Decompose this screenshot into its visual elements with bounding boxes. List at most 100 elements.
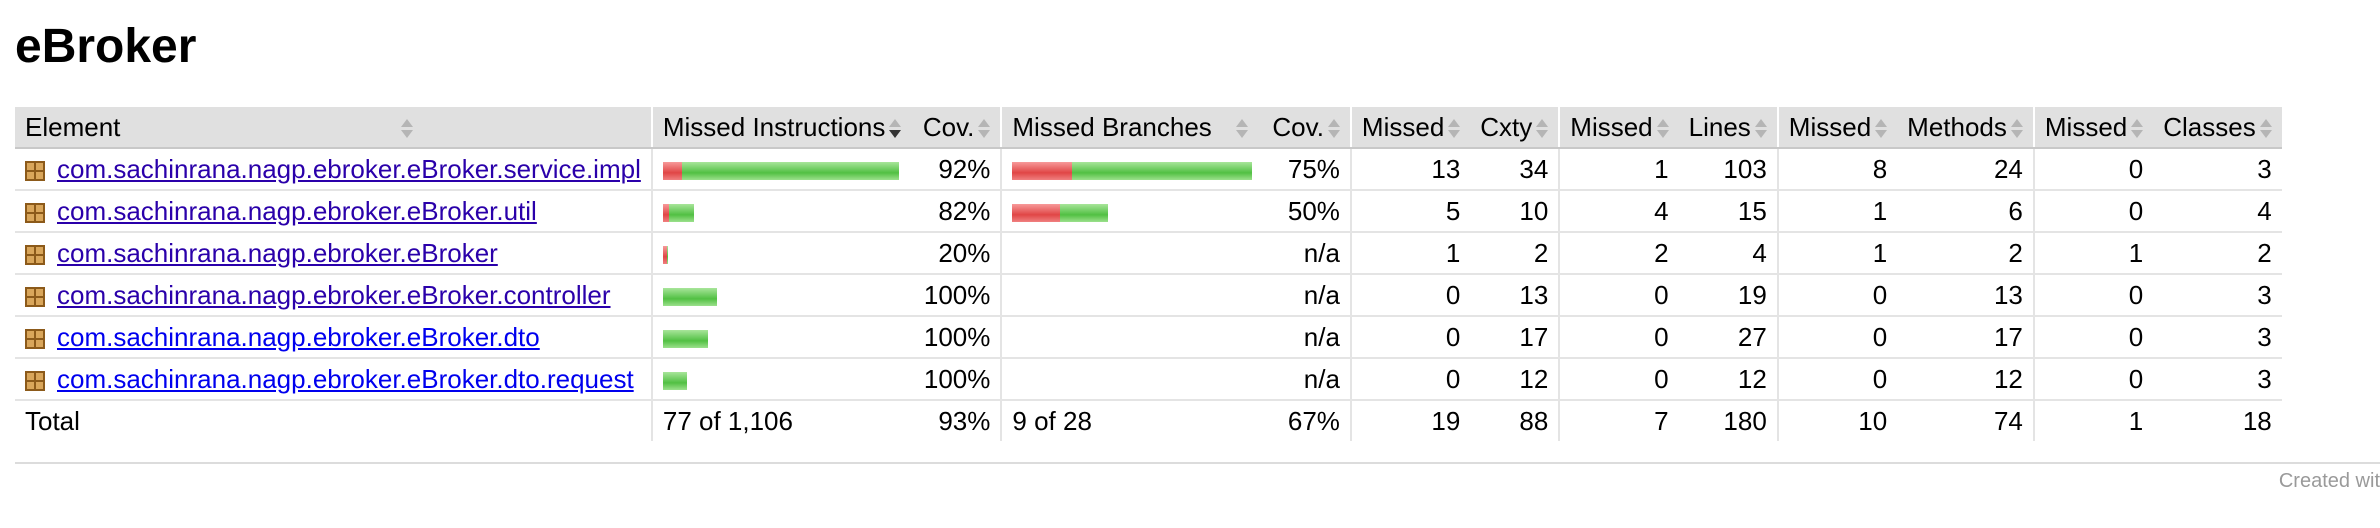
total-instructions: 77 of 1,106 (650, 399, 913, 441)
col-missed-methods-label: Missed (1788, 112, 1872, 142)
missed-branches (1000, 274, 1263, 317)
cxty: 2 (1470, 232, 1560, 275)
cov-branches: 50% (1262, 190, 1351, 233)
cxty: 10 (1470, 190, 1560, 233)
missed-branches (1000, 232, 1263, 275)
package-icon (25, 245, 45, 265)
missed-lines: 1 (1558, 148, 1679, 191)
missed-bar-segment (1012, 204, 1061, 223)
element-cell: com.sachinrana.nagp.ebroker.eBroker.dto (15, 316, 652, 359)
package-icon (25, 287, 45, 307)
missed-branches-bar (1012, 162, 1253, 181)
missed-classes: 0 (2032, 316, 2154, 359)
missed-classes: 0 (2032, 148, 2154, 191)
classes: 4 (2153, 190, 2282, 233)
methods: 24 (1897, 148, 2034, 191)
methods: 17 (1897, 316, 2034, 359)
col-missed-cxty[interactable]: Missed (1349, 107, 1471, 149)
col-element[interactable]: Element (15, 107, 652, 149)
missed-branches-bar (1012, 204, 1109, 223)
package-link[interactable]: com.sachinrana.nagp.ebroker.eBroker (57, 238, 498, 268)
sort-icon (1536, 119, 1549, 139)
col-classes[interactable]: Classes (2153, 107, 2282, 149)
table-row: com.sachinrana.nagp.ebroker.eBroker 20% n/… (15, 232, 2282, 275)
missed-methods: 1 (1776, 232, 1898, 275)
covered-bar-segment (662, 330, 708, 349)
cov-instructions: 20% (912, 232, 1002, 275)
col-missed-cxty-label: Missed (1361, 112, 1445, 142)
missed-methods: 8 (1776, 148, 1898, 191)
missed-methods: 0 (1776, 358, 1898, 401)
missed-branches (1000, 190, 1263, 233)
cov-branches: 75% (1262, 148, 1351, 191)
package-link[interactable]: com.sachinrana.nagp.ebroker.eBroker.dto.… (57, 364, 634, 394)
covered-bar-segment (1072, 162, 1253, 181)
package-link[interactable]: com.sachinrana.nagp.ebroker.eBroker.serv… (57, 154, 641, 184)
cov-instructions: 100% (912, 316, 1002, 359)
cxty: 17 (1470, 316, 1560, 359)
col-methods[interactable]: Methods (1897, 107, 2034, 149)
missed-instructions-bar (662, 246, 668, 265)
package-icon (25, 329, 45, 349)
sort-icon (401, 119, 413, 139)
missed-lines: 0 (1558, 274, 1679, 317)
missed-classes: 0 (2032, 190, 2154, 233)
total-lines: 180 (1678, 399, 1778, 441)
total-cxty: 88 (1470, 399, 1560, 441)
col-element-label: Element (25, 112, 121, 142)
sort-icon (1448, 119, 1461, 139)
sort-icon (1236, 119, 1249, 139)
total-missed-cxty: 19 (1349, 399, 1471, 441)
sort-desc-icon (889, 119, 902, 139)
classes: 3 (2153, 316, 2282, 359)
col-cxty[interactable]: Cxty (1470, 107, 1560, 149)
missed-branches (1000, 316, 1263, 359)
missed-cxty: 0 (1349, 316, 1471, 359)
cxty: 12 (1470, 358, 1560, 401)
footer-divider (15, 462, 2380, 464)
package-link[interactable]: com.sachinrana.nagp.ebroker.eBroker.cont… (57, 280, 611, 310)
missed-branches (1000, 148, 1263, 191)
col-cov-instructions[interactable]: Cov. (912, 107, 1002, 149)
col-cov-branches[interactable]: Cov. (1262, 107, 1351, 149)
col-missed-branches[interactable]: Missed Branches (1000, 107, 1263, 149)
methods: 12 (1897, 358, 2034, 401)
package-link[interactable]: com.sachinrana.nagp.ebroker.eBroker.util (57, 196, 537, 226)
sort-icon (1875, 119, 1888, 139)
table-row: com.sachinrana.nagp.ebroker.eBroker.util… (15, 190, 2282, 233)
missed-methods: 0 (1776, 316, 1898, 359)
created-with-text: Created wit (2278, 470, 2380, 492)
covered-bar-segment (1060, 204, 1109, 223)
element-cell: com.sachinrana.nagp.ebroker.eBroker.util (15, 190, 652, 233)
package-icon (25, 203, 45, 223)
total-missed-classes: 1 (2032, 399, 2154, 441)
col-missed-classes[interactable]: Missed (2032, 107, 2154, 149)
lines: 103 (1678, 148, 1778, 191)
total-row: Total 77 of 1,106 93% 9 of 28 67% 19 88 … (15, 399, 2282, 441)
element-cell: com.sachinrana.nagp.ebroker.eBroker.serv… (15, 148, 652, 191)
col-missed-methods[interactable]: Missed (1776, 107, 1898, 149)
missed-bar-segment (1012, 162, 1073, 181)
col-missed-branches-label: Missed Branches (1012, 112, 1212, 142)
covered-bar-segment (666, 246, 668, 265)
total-branches: 9 of 28 (1000, 399, 1263, 441)
col-lines[interactable]: Lines (1678, 107, 1778, 149)
missed-instructions-bar (662, 288, 717, 307)
cov-branches: n/a (1262, 358, 1351, 401)
col-missed-lines-label: Missed (1570, 112, 1653, 142)
classes: 3 (2153, 274, 2282, 317)
col-missed-instructions[interactable]: Missed Instructions (650, 107, 913, 149)
missed-branches (1000, 358, 1263, 401)
missed-lines: 4 (1558, 190, 1679, 233)
sort-icon (978, 119, 991, 139)
methods: 6 (1897, 190, 2034, 233)
missed-classes: 1 (2032, 232, 2154, 275)
classes: 2 (2153, 232, 2282, 275)
lines: 27 (1678, 316, 1778, 359)
package-link[interactable]: com.sachinrana.nagp.ebroker.eBroker.dto (57, 322, 540, 352)
covered-bar-segment (662, 288, 717, 307)
element-cell: com.sachinrana.nagp.ebroker.eBroker.dto.… (15, 358, 652, 401)
missed-instructions (650, 148, 913, 191)
col-missed-lines[interactable]: Missed (1558, 107, 1679, 149)
